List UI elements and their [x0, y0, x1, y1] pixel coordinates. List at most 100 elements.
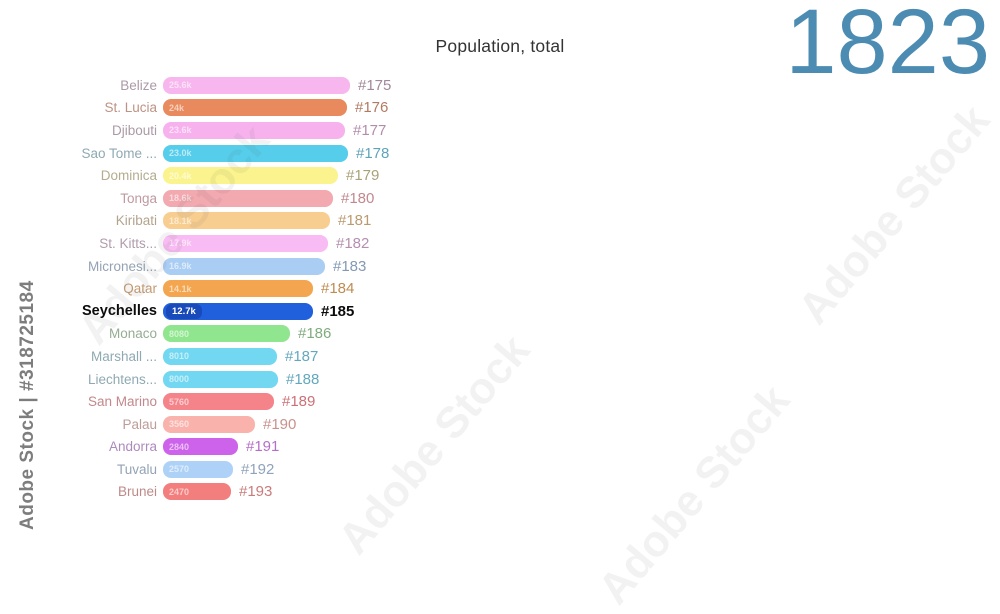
- bar-value-label: 2570: [169, 464, 190, 475]
- bar-value-label: 8010: [169, 351, 190, 362]
- chart-row: Brunei 2470 #193: [0, 481, 1000, 504]
- country-label: Andorra: [108, 439, 157, 455]
- bar-value-label: 8080: [169, 328, 190, 339]
- rank-label: #187: [285, 347, 319, 365]
- year-counter: 1823: [785, 0, 990, 93]
- rank-label: #175: [358, 76, 392, 94]
- country-label: Seychelles: [82, 303, 157, 320]
- country-label: Djibouti: [111, 122, 157, 138]
- rank-label: #181: [338, 212, 372, 230]
- chart-row: Seychelles 12.7k #185: [0, 300, 1000, 323]
- chart-row: Qatar 14.1k #184: [0, 277, 1000, 300]
- bar-value-label: 18.6k: [169, 193, 192, 204]
- bar-value-label: 23.0k: [169, 148, 192, 159]
- rank-label: #188: [286, 370, 320, 388]
- country-label: Tonga: [120, 190, 157, 206]
- bar: 2570: [163, 460, 233, 478]
- bar: 23.0k: [163, 144, 348, 162]
- chart-row: Kiribati 18.1k #181: [0, 210, 1000, 233]
- rank-label: #186: [298, 325, 332, 343]
- country-label: Micronesi...: [87, 258, 157, 274]
- rank-label: #193: [239, 483, 273, 501]
- bar: 14.1k: [163, 280, 313, 298]
- rank-label: #191: [246, 438, 280, 456]
- bar: 18.6k: [163, 189, 333, 207]
- bar: 25.6k: [163, 76, 350, 94]
- chart-row: Marshall ... 8010 #187: [0, 345, 1000, 368]
- bar: 16.9k: [163, 257, 325, 275]
- bar-value-label: 16.9k: [169, 261, 192, 272]
- chart-row: Sao Tome ... 23.0k #178: [0, 142, 1000, 165]
- rank-label: #176: [355, 99, 389, 117]
- chart-row: Djibouti 23.6k #177: [0, 119, 1000, 142]
- rank-label: #177: [353, 121, 387, 139]
- bar-value-label: 14.1k: [169, 283, 192, 294]
- bar: 2470: [163, 483, 231, 501]
- rank-label: #179: [346, 167, 380, 185]
- chart-row: Belize 25.6k #175: [0, 74, 1000, 97]
- bar-value-label: 23.6k: [169, 125, 192, 136]
- bar: 17.9k: [163, 234, 328, 252]
- rank-label: #184: [321, 280, 355, 298]
- bar-value-label: 2470: [169, 486, 190, 497]
- rank-label: #182: [336, 234, 370, 252]
- chart-row: St. Kitts... 17.9k #182: [0, 232, 1000, 255]
- rank-label: #192: [241, 460, 275, 478]
- rank-label: #183: [333, 257, 367, 275]
- bar: 8080: [163, 325, 290, 343]
- bar-value-label: 18.1k: [169, 215, 192, 226]
- country-label: Liechtens...: [87, 371, 157, 387]
- chart-row: Tuvalu 2570 #192: [0, 458, 1000, 481]
- chart-row: Micronesi... 16.9k #183: [0, 255, 1000, 278]
- bar: 8010: [163, 347, 277, 365]
- country-label: Monaco: [108, 326, 157, 342]
- bar-value-label: 2840: [169, 441, 190, 452]
- chart-row: Palau 3560 #190: [0, 413, 1000, 436]
- rank-label: #180: [341, 189, 375, 207]
- country-label: Kiribati: [115, 213, 157, 229]
- chart-row: Liechtens... 8000 #188: [0, 368, 1000, 391]
- rank-label: #178: [356, 144, 390, 162]
- chart-title: Population, total: [435, 36, 565, 56]
- country-label: Marshall ...: [90, 348, 157, 364]
- bar-value-label: 8000: [169, 374, 190, 385]
- bar-value-label: 12.7k: [166, 303, 202, 319]
- bar: 8000: [163, 370, 278, 388]
- country-label: Palau: [122, 416, 157, 432]
- bar-value-label: 20.4k: [169, 170, 192, 181]
- chart-row: Dominica 20.4k #179: [0, 164, 1000, 187]
- chart-rows: Belize 25.6k #175 St. Lucia 24k #176 Djibouti 2…: [0, 74, 1000, 503]
- stock-id-watermark: Adobe Stock | #318725184: [17, 280, 38, 530]
- bar: 3560: [163, 415, 255, 433]
- bar-value-label: 25.6k: [169, 80, 192, 91]
- country-label: Brunei: [117, 484, 157, 500]
- country-label: Sao Tome ...: [81, 145, 157, 161]
- bar-value-label: 24k: [169, 102, 185, 113]
- country-label: St. Lucia: [104, 100, 157, 116]
- rank-label: #185: [321, 302, 355, 320]
- chart-row: Monaco 8080 #186: [0, 323, 1000, 346]
- bar-value-label: 3560: [169, 419, 190, 430]
- bar: 18.1k: [163, 212, 330, 230]
- country-label: San Marino: [87, 394, 157, 410]
- bar: 5760: [163, 393, 274, 411]
- chart-row: Andorra 2840 #191: [0, 436, 1000, 459]
- rank-label: #190: [263, 415, 297, 433]
- rank-label: #189: [282, 393, 316, 411]
- bar: 20.4k: [163, 167, 338, 185]
- country-label: Qatar: [123, 281, 157, 297]
- bar: 23.6k: [163, 121, 345, 139]
- bar: 2840: [163, 438, 238, 456]
- bar-value-label: 5760: [169, 396, 190, 407]
- country-label: St. Kitts...: [99, 235, 157, 251]
- chart-row: Tonga 18.6k #180: [0, 187, 1000, 210]
- bar: 24k: [163, 99, 347, 117]
- country-label: Tuvalu: [116, 461, 157, 477]
- bar-value-label: 17.9k: [169, 238, 192, 249]
- chart-row: St. Lucia 24k #176: [0, 97, 1000, 120]
- country-label: Dominica: [100, 168, 157, 184]
- chart-row: San Marino 5760 #189: [0, 390, 1000, 413]
- country-label: Belize: [120, 77, 157, 93]
- bar: 12.7k: [163, 302, 313, 320]
